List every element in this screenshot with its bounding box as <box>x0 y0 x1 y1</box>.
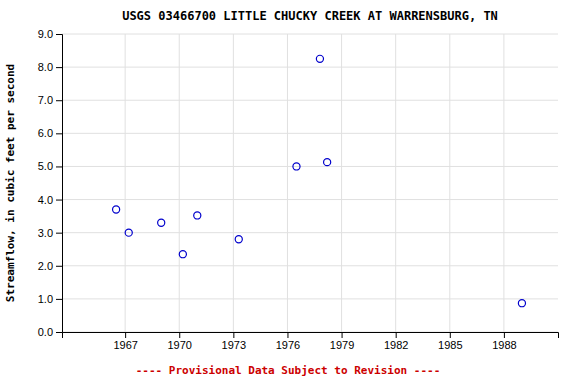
grid-line <box>62 100 558 101</box>
y-axis-title: Streamflow, in cubic feet per second <box>4 64 17 302</box>
tick-mark <box>504 332 505 338</box>
tick: 7.0 <box>38 94 62 106</box>
grid-line <box>62 232 558 233</box>
grid-line <box>287 34 288 332</box>
tick-mark <box>56 299 62 300</box>
tick-label: 1979 <box>330 339 354 351</box>
tick-mark <box>56 166 62 167</box>
tick: 9.0 <box>38 28 62 40</box>
tick-label: 1.0 <box>38 293 53 305</box>
tick-label: 5.0 <box>38 160 53 172</box>
grid-line <box>62 199 558 200</box>
tick-label: 1988 <box>492 339 516 351</box>
point <box>113 206 120 213</box>
tick: 3.0 <box>38 227 62 239</box>
point <box>235 236 242 243</box>
grid-line <box>62 133 558 134</box>
tick-label: 1967 <box>113 339 137 351</box>
grid-line <box>233 34 234 332</box>
tick-label: 2.0 <box>38 260 53 272</box>
tick: 1985 <box>438 332 462 351</box>
tick-mark <box>56 332 62 333</box>
tick-mark <box>56 266 62 267</box>
point <box>324 159 331 166</box>
tick: 2.0 <box>38 260 62 272</box>
tick-label: 4.0 <box>38 194 53 206</box>
tick-label: 1976 <box>276 339 300 351</box>
points <box>113 55 526 306</box>
grid-line <box>62 67 558 68</box>
axis-line <box>63 333 559 339</box>
tick-mark <box>342 332 343 338</box>
tick: 0.0 <box>38 326 62 338</box>
axis-line <box>56 35 63 333</box>
grid-line <box>503 34 504 332</box>
grid-line <box>449 34 450 332</box>
point <box>316 55 323 62</box>
grid-line <box>341 34 342 332</box>
point <box>293 163 300 170</box>
tick-label: 9.0 <box>38 28 53 40</box>
tick-label: 1973 <box>222 339 246 351</box>
tick-mark <box>125 332 126 338</box>
tick-mark <box>56 200 62 201</box>
tick-label: 3.0 <box>38 227 53 239</box>
title: USGS 03466700 LITTLE CHUCKY CREEK AT WAR… <box>122 9 498 23</box>
tick-label: 1985 <box>438 339 462 351</box>
tick-mark <box>450 332 451 338</box>
tick: 1.0 <box>38 293 62 305</box>
point <box>194 212 201 219</box>
tick-mark <box>56 133 62 134</box>
grid <box>62 34 558 332</box>
footnote: ---- Provisional Data Subject to Revisio… <box>136 364 441 377</box>
tick: 1988 <box>492 332 516 351</box>
tick-label: 1970 <box>167 339 191 351</box>
tick: 1976 <box>276 332 300 351</box>
tick-mark <box>179 332 180 338</box>
plot-area: 1967 1970 1973 1976 1979 1982 1985 1988 0.0 1.0 2.… <box>38 28 559 351</box>
grid-line <box>62 265 558 266</box>
point <box>518 300 525 307</box>
tick: 1967 <box>113 332 137 351</box>
tick: 4.0 <box>38 194 62 206</box>
point <box>125 229 132 236</box>
tick-mark <box>56 100 62 101</box>
tick-label: 1982 <box>384 339 408 351</box>
tick-mark <box>56 34 62 35</box>
tick: 5.0 <box>38 160 62 172</box>
tick-mark <box>56 67 62 68</box>
y-axis: 0.0 1.0 2.0 3.0 4.0 5.0 6.0 7.0 8.0 9.0 <box>38 28 63 338</box>
tick: 1970 <box>167 332 191 351</box>
tick-mark <box>56 233 62 234</box>
grid-line <box>179 34 180 332</box>
tick-mark <box>233 332 234 338</box>
tick-label: 8.0 <box>38 61 53 73</box>
tick-label: 6.0 <box>38 127 53 139</box>
grid-line <box>62 166 558 167</box>
point <box>158 219 165 226</box>
x-axis: 1967 1970 1973 1976 1979 1982 1985 1988 <box>63 332 559 351</box>
tick-mark <box>396 332 397 338</box>
tick: 6.0 <box>38 127 62 139</box>
tick: 1979 <box>330 332 354 351</box>
tick-mark <box>287 332 288 338</box>
tick-label: 0.0 <box>38 326 53 338</box>
tick: 1973 <box>222 332 246 351</box>
tick: 8.0 <box>38 61 62 73</box>
chart: 1967 1970 1973 1976 1979 1982 1985 1988 0.0 1.0 2.… <box>0 0 576 384</box>
grid-line <box>395 34 396 332</box>
grid-line <box>125 34 126 332</box>
point <box>179 251 186 258</box>
grid-line <box>62 34 558 35</box>
grid-line <box>62 298 558 299</box>
tick: 1982 <box>384 332 408 351</box>
tick-label: 7.0 <box>38 94 53 106</box>
